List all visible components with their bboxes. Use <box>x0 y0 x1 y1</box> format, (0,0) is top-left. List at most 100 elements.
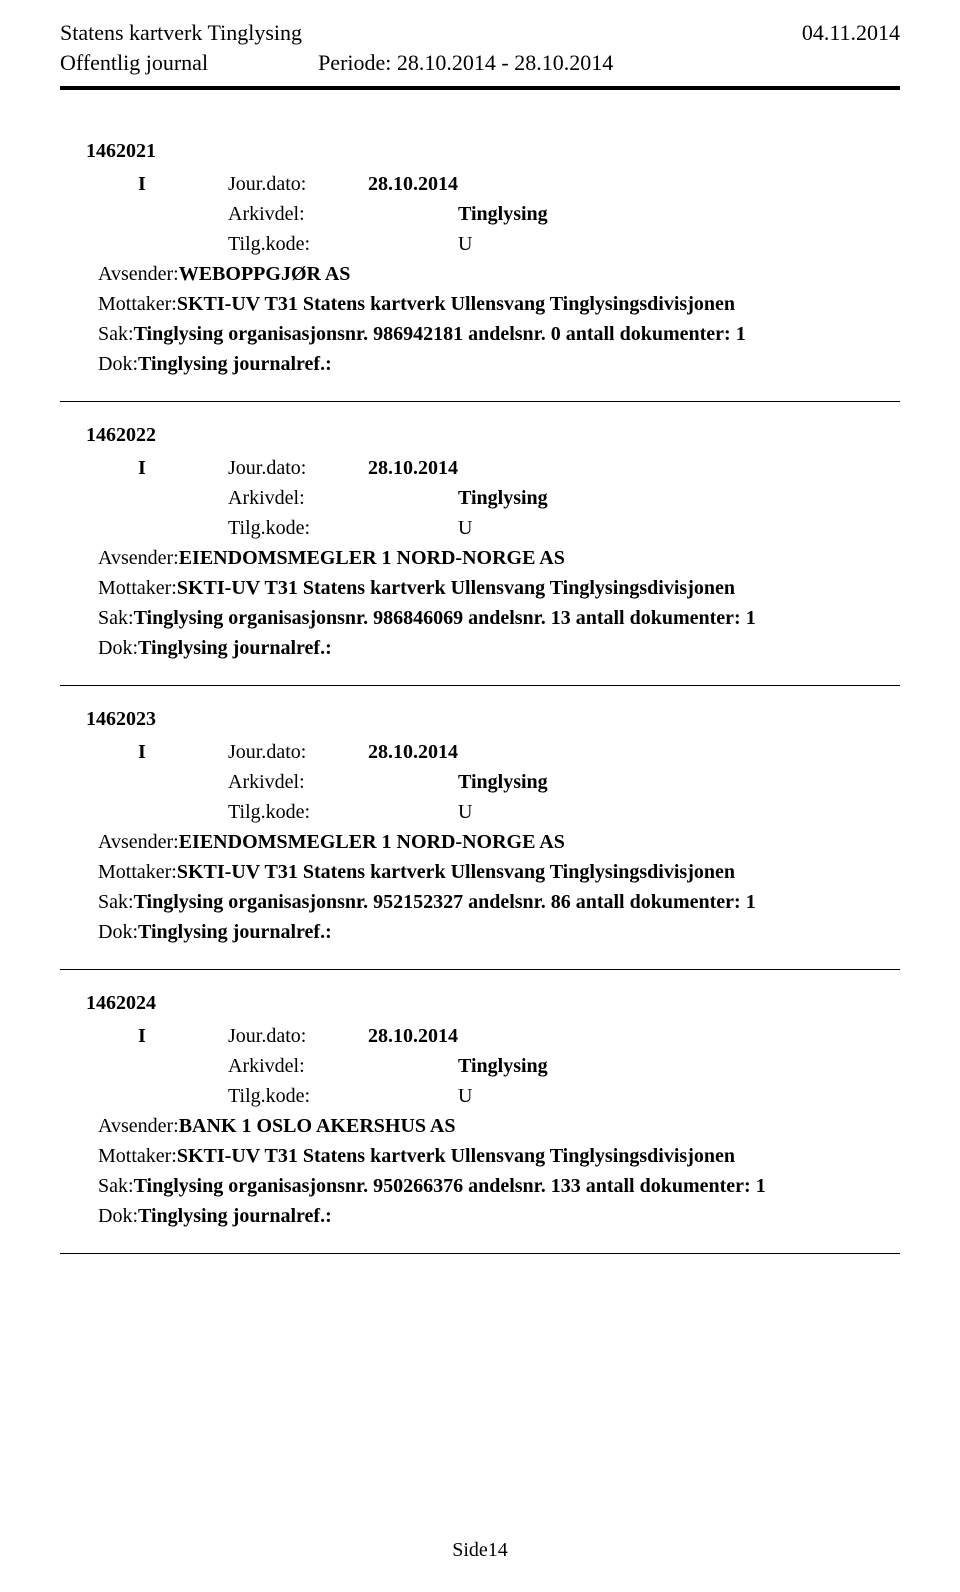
jourdato-value: 28.10.2014 <box>368 457 458 479</box>
entry-arkivdel-row: Arkivdel:Tinglysing <box>228 767 900 797</box>
sak-value: Tinglysing organisasjonsnr. 986942181 an… <box>134 323 746 345</box>
entry-type: I <box>138 1021 228 1051</box>
sak-value: Tinglysing organisasjonsnr. 986846069 an… <box>134 607 756 629</box>
header-rule <box>60 86 900 90</box>
entry-arkivdel-row: Arkivdel:Tinglysing <box>228 483 900 513</box>
sak-label: Sak: <box>98 887 134 917</box>
tilgkode-label: Tilg.kode: <box>228 1081 458 1111</box>
avsender-label: Avsender: <box>98 259 179 289</box>
avsender-label: Avsender: <box>98 827 179 857</box>
entry-avsender-row: Avsender: BANK 1 OSLO AKERSHUS AS <box>98 1111 900 1141</box>
tilgkode-label: Tilg.kode: <box>228 229 458 259</box>
entry-jourdato-row: IJour.dato:28.10.2014 <box>138 1021 900 1051</box>
arkivdel-label: Arkivdel: <box>228 1051 458 1081</box>
entry-separator <box>60 401 900 402</box>
entry-tilgkode-row: Tilg.kode:U <box>228 797 900 827</box>
dok-value: Tinglysing journalref.: <box>138 921 332 943</box>
avsender-value: WEBOPPGJØR AS <box>179 263 351 285</box>
header-period-label: Periode: <box>318 50 391 75</box>
journal-entry: 1462023IJour.dato:28.10.2014Arkivdel:Tin… <box>60 708 900 947</box>
entry-id: 1462024 <box>86 992 900 1015</box>
avsender-label: Avsender: <box>98 543 179 573</box>
journal-entry: 1462021IJour.dato:28.10.2014Arkivdel:Tin… <box>60 140 900 379</box>
entry-sak-row: Sak: Tinglysing organisasjonsnr. 9869421… <box>98 319 900 349</box>
mottaker-label: Mottaker: <box>98 289 177 319</box>
entry-type: I <box>138 737 228 767</box>
header-period-value: 28.10.2014 - 28.10.2014 <box>397 50 613 75</box>
arkivdel-value: Tinglysing <box>458 487 548 509</box>
entry-sak-row: Sak: Tinglysing organisasjonsnr. 9502663… <box>98 1171 900 1201</box>
mottaker-value: SKTI-UV T31 Statens kartverk Ullensvang … <box>177 1145 735 1167</box>
dok-label: Dok: <box>98 349 138 379</box>
entry-separator <box>60 1253 900 1254</box>
header-row-2: Offentlig journal Periode: 28.10.2014 - … <box>60 50 900 76</box>
sak-label: Sak: <box>98 603 134 633</box>
tilgkode-value: U <box>458 517 472 539</box>
mottaker-value: SKTI-UV T31 Statens kartverk Ullensvang … <box>177 293 735 315</box>
sak-value: Tinglysing organisasjonsnr. 950266376 an… <box>134 1175 766 1197</box>
jourdato-label: Jour.dato: <box>228 737 368 767</box>
arkivdel-label: Arkivdel: <box>228 199 458 229</box>
arkivdel-value: Tinglysing <box>458 1055 548 1077</box>
entry-jourdato-row: IJour.dato:28.10.2014 <box>138 453 900 483</box>
jourdato-value: 28.10.2014 <box>368 1025 458 1047</box>
jourdato-label: Jour.dato: <box>228 1021 368 1051</box>
footer-page-number: Side14 <box>0 1539 960 1562</box>
jourdato-value: 28.10.2014 <box>368 741 458 763</box>
dok-value: Tinglysing journalref.: <box>138 353 332 375</box>
mottaker-value: SKTI-UV T31 Statens kartverk Ullensvang … <box>177 577 735 599</box>
jourdato-value: 28.10.2014 <box>368 173 458 195</box>
entry-avsender-row: Avsender: EIENDOMSMEGLER 1 NORD-NORGE AS <box>98 543 900 573</box>
entry-mottaker-row: Mottaker: SKTI-UV T31 Statens kartverk U… <box>98 1141 900 1171</box>
header-row-1: Statens kartverk Tinglysing 04.11.2014 <box>60 20 900 46</box>
tilgkode-value: U <box>458 801 472 823</box>
dok-value: Tinglysing journalref.: <box>138 637 332 659</box>
entry-sak-row: Sak: Tinglysing organisasjonsnr. 9521523… <box>98 887 900 917</box>
entry-dok-row: Dok: Tinglysing journalref.: <box>98 633 900 663</box>
header-subtitle: Offentlig journal <box>60 50 208 76</box>
arkivdel-value: Tinglysing <box>458 203 548 225</box>
tilgkode-label: Tilg.kode: <box>228 513 458 543</box>
entry-separator <box>60 685 900 686</box>
entry-separator <box>60 969 900 970</box>
tilgkode-label: Tilg.kode: <box>228 797 458 827</box>
entry-avsender-row: Avsender: WEBOPPGJØR AS <box>98 259 900 289</box>
header-date: 04.11.2014 <box>802 20 900 46</box>
entry-tilgkode-row: Tilg.kode:U <box>228 1081 900 1111</box>
entry-type: I <box>138 169 228 199</box>
arkivdel-value: Tinglysing <box>458 771 548 793</box>
mottaker-label: Mottaker: <box>98 857 177 887</box>
entry-jourdato-row: IJour.dato:28.10.2014 <box>138 737 900 767</box>
mottaker-label: Mottaker: <box>98 573 177 603</box>
entry-mottaker-row: Mottaker: SKTI-UV T31 Statens kartverk U… <box>98 857 900 887</box>
dok-label: Dok: <box>98 917 138 947</box>
entry-arkivdel-row: Arkivdel:Tinglysing <box>228 1051 900 1081</box>
entry-id: 1462021 <box>86 140 900 163</box>
sak-value: Tinglysing organisasjonsnr. 952152327 an… <box>134 891 756 913</box>
entry-id: 1462023 <box>86 708 900 731</box>
entry-avsender-row: Avsender: EIENDOMSMEGLER 1 NORD-NORGE AS <box>98 827 900 857</box>
journal-entry: 1462024IJour.dato:28.10.2014Arkivdel:Tin… <box>60 992 900 1231</box>
entry-mottaker-row: Mottaker: SKTI-UV T31 Statens kartverk U… <box>98 573 900 603</box>
jourdato-label: Jour.dato: <box>228 453 368 483</box>
entry-dok-row: Dok: Tinglysing journalref.: <box>98 1201 900 1231</box>
mottaker-label: Mottaker: <box>98 1141 177 1171</box>
sak-label: Sak: <box>98 1171 134 1201</box>
header-period: Periode: 28.10.2014 - 28.10.2014 <box>318 50 613 76</box>
mottaker-value: SKTI-UV T31 Statens kartverk Ullensvang … <box>177 861 735 883</box>
dok-label: Dok: <box>98 633 138 663</box>
avsender-value: EIENDOMSMEGLER 1 NORD-NORGE AS <box>179 547 565 569</box>
entry-dok-row: Dok: Tinglysing journalref.: <box>98 349 900 379</box>
tilgkode-value: U <box>458 233 472 255</box>
entry-id: 1462022 <box>86 424 900 447</box>
arkivdel-label: Arkivdel: <box>228 767 458 797</box>
sak-label: Sak: <box>98 319 134 349</box>
avsender-value: EIENDOMSMEGLER 1 NORD-NORGE AS <box>179 831 565 853</box>
entry-type: I <box>138 453 228 483</box>
entry-tilgkode-row: Tilg.kode:U <box>228 513 900 543</box>
entry-arkivdel-row: Arkivdel:Tinglysing <box>228 199 900 229</box>
dok-value: Tinglysing journalref.: <box>138 1205 332 1227</box>
avsender-value: BANK 1 OSLO AKERSHUS AS <box>179 1115 456 1137</box>
avsender-label: Avsender: <box>98 1111 179 1141</box>
entry-mottaker-row: Mottaker: SKTI-UV T31 Statens kartverk U… <box>98 289 900 319</box>
